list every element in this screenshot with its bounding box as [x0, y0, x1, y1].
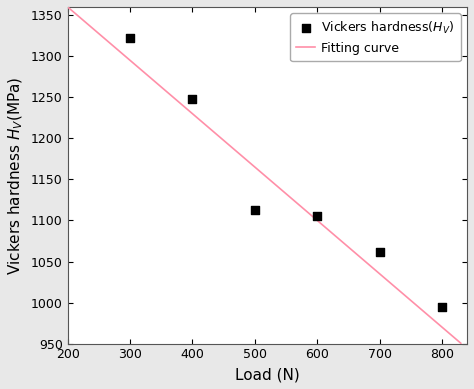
Vickers hardness$(H_V)$ [251, 207, 259, 213]
Fitting curve [458, 341, 464, 345]
X-axis label: Load (N): Load (N) [235, 367, 300, 382]
Vickers hardness$(H_V)$ [189, 96, 196, 102]
Y-axis label: Vickers hardness $H_V$(MPa): Vickers hardness $H_V$(MPa) [7, 76, 25, 275]
Vickers hardness$(H_V)$ [126, 35, 134, 41]
Fitting curve [421, 309, 427, 314]
Vickers hardness$(H_V)$ [313, 212, 321, 219]
Fitting curve [66, 6, 72, 11]
Legend: Vickers hardness$(H_V)$, Fitting curve: Vickers hardness$(H_V)$, Fitting curve [290, 13, 461, 61]
Fitting curve [299, 205, 305, 209]
Fitting curve [305, 210, 311, 215]
Fitting curve [396, 288, 402, 293]
Fitting curve [298, 204, 303, 209]
Vickers hardness$(H_V)$ [438, 303, 446, 310]
Line: Fitting curve: Fitting curve [68, 7, 461, 343]
Vickers hardness$(H_V)$ [376, 249, 383, 255]
Fitting curve [65, 5, 71, 9]
